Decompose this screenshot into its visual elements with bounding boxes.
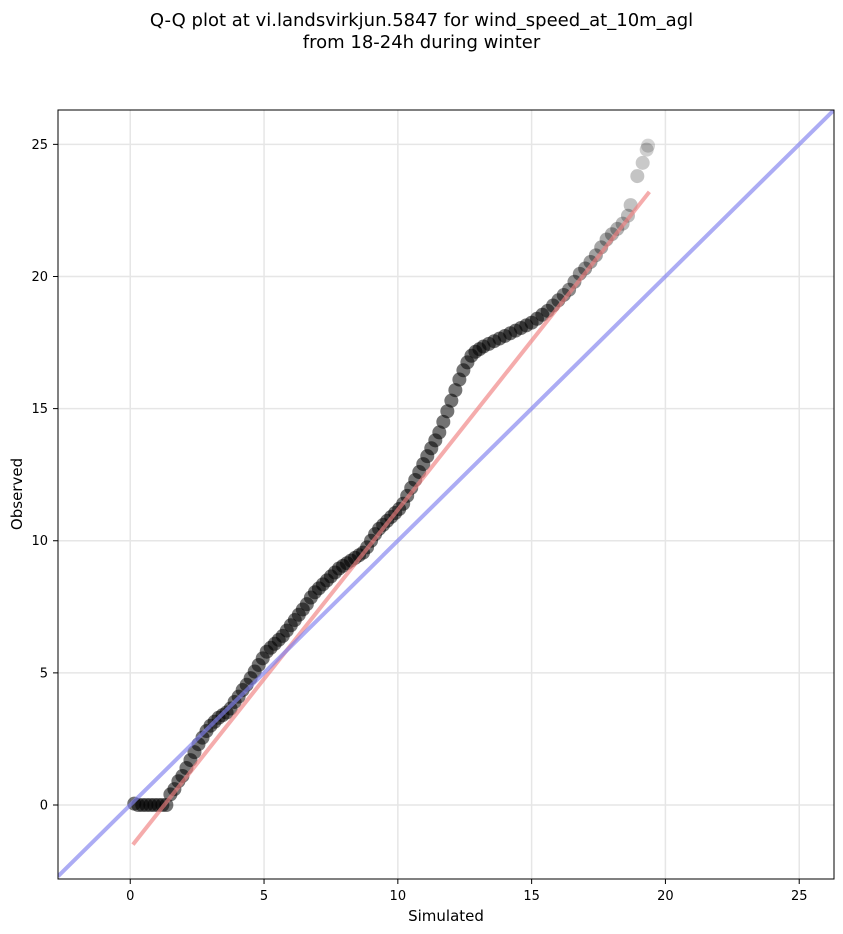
y-tick-label: 20	[31, 270, 48, 285]
x-tick-label: 25	[791, 889, 808, 904]
plot-area	[58, 110, 834, 878]
data-point	[630, 169, 645, 184]
x-tick-label: 10	[390, 889, 407, 904]
data-point	[578, 261, 593, 276]
data-point	[444, 393, 459, 408]
x-tick-label: 5	[260, 889, 268, 904]
data-point	[641, 138, 656, 153]
y-tick-label: 10	[31, 534, 48, 549]
data-point	[448, 383, 463, 398]
data-point	[583, 254, 598, 269]
data-point	[440, 404, 455, 419]
plot-frame	[57, 109, 835, 880]
data-point	[436, 414, 451, 429]
y-tick-label: 0	[40, 799, 48, 814]
y-tick-label: 15	[31, 402, 48, 417]
x-tick-label: 0	[126, 889, 134, 904]
y-axis-label: Observed	[8, 458, 26, 530]
y-tick-label: 5	[40, 666, 48, 681]
x-axis-label: Simulated	[408, 907, 484, 925]
y-tick-label: 25	[31, 138, 48, 153]
identity-line	[58, 110, 834, 878]
axis-ticks: 0 5 10 15 20 25 0 5 10 15 20 25	[31, 138, 807, 904]
chart-title-line-1: Q-Q plot at vi.landsvirkjun.5847 for win…	[149, 10, 694, 31]
data-point	[432, 425, 447, 440]
fit-line	[131, 190, 651, 846]
x-tick-label: 15	[523, 889, 540, 904]
chart-title-line-2: from 18-24h during winter	[302, 32, 541, 53]
data-points	[127, 138, 656, 813]
data-point	[588, 248, 603, 263]
x-tick-label: 20	[657, 889, 674, 904]
reference-lines	[58, 110, 834, 878]
data-point	[639, 142, 654, 157]
data-point	[635, 155, 650, 170]
